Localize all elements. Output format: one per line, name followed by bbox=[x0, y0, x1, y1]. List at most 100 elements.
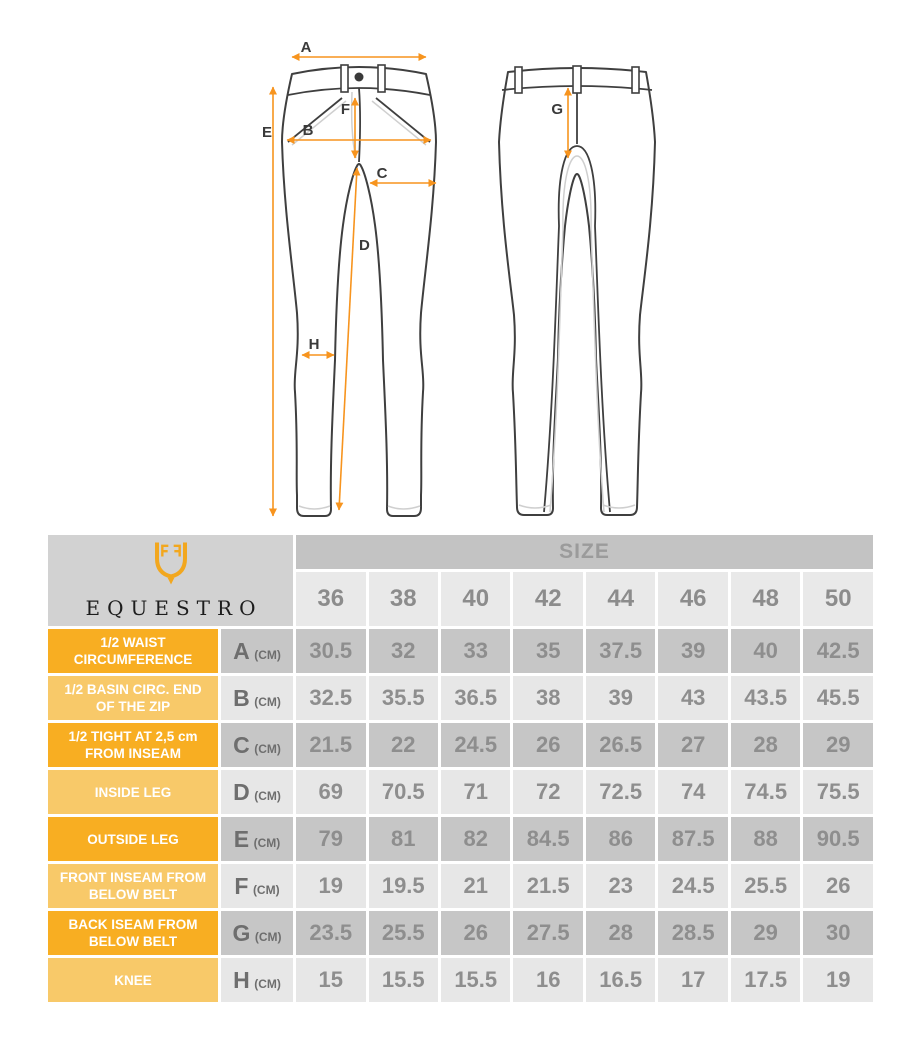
right-pocket-seam bbox=[375, 97, 431, 143]
table-row: 1/2 TIGHT AT 2,5 cm FROM INSEAM C (cm) 21.… bbox=[48, 723, 873, 767]
row-letter-cell: H (cm) bbox=[221, 958, 294, 1002]
row-letter-cell: G (cm) bbox=[221, 911, 294, 955]
measure-label-G: G bbox=[551, 101, 563, 118]
row-letter-cell: B (cm) bbox=[221, 676, 294, 720]
row-label: OUTSIDE LEG bbox=[48, 817, 218, 861]
left-pocket-seam bbox=[287, 97, 343, 143]
back-silhouette bbox=[498, 67, 656, 516]
row-letter-cell: F (cm) bbox=[221, 864, 294, 908]
size-table: EQUESTRO SIZE 36 38 40 42 44 46 48 50 1/2 WAIST… bbox=[45, 532, 876, 1005]
size-header: SIZE bbox=[296, 535, 873, 569]
measure-letter: G bbox=[232, 919, 251, 946]
value-cell: 15 bbox=[296, 958, 366, 1002]
value-cell: 29 bbox=[730, 911, 801, 955]
value-cell: 24.5 bbox=[440, 723, 511, 767]
size-column-header: 42 bbox=[513, 572, 583, 626]
row-label: 1/2 TIGHT AT 2,5 cm FROM INSEAM bbox=[48, 723, 218, 767]
value-cell: 21 bbox=[440, 864, 511, 908]
value-cell: 39 bbox=[658, 629, 728, 673]
belt-loop bbox=[514, 66, 523, 94]
measure-unit: (cm) bbox=[254, 929, 282, 944]
value-cell: 74.5 bbox=[730, 770, 801, 814]
value-cell: 87.5 bbox=[658, 817, 728, 861]
row-label: KNEE bbox=[48, 958, 218, 1002]
value-cell: 17.5 bbox=[730, 958, 801, 1002]
value-cell: 28 bbox=[585, 911, 656, 955]
measure-letter: E bbox=[233, 825, 250, 852]
measure-label-E: E bbox=[262, 124, 272, 141]
value-cell: 33 bbox=[440, 629, 511, 673]
row-label: FRONT INSEAM FROM BELOW BELT bbox=[48, 864, 218, 908]
size-column-header: 44 bbox=[585, 572, 656, 626]
value-cell: 45.5 bbox=[803, 676, 873, 720]
measure-letter: F bbox=[234, 872, 249, 899]
equestro-shield-icon bbox=[154, 542, 187, 585]
back-hem-stitch bbox=[518, 504, 636, 509]
value-cell: 72 bbox=[513, 770, 583, 814]
value-cell: 21.5 bbox=[296, 723, 366, 767]
measure-label-H: H bbox=[309, 336, 320, 353]
value-cell: 19.5 bbox=[368, 864, 438, 908]
value-cell: 82 bbox=[440, 817, 511, 861]
table-row: FRONT INSEAM FROM BELOW BELT F (cm) 19 19.5… bbox=[48, 864, 873, 908]
value-cell: 90.5 bbox=[803, 817, 873, 861]
value-cell: 26.5 bbox=[585, 723, 656, 767]
value-cell: 40 bbox=[730, 629, 801, 673]
pants-diagram: A E B F C D H G bbox=[262, 39, 656, 517]
waist-button bbox=[354, 72, 364, 82]
value-cell: 32.5 bbox=[296, 676, 366, 720]
row-letter-cell: A (cm) bbox=[221, 629, 294, 673]
row-label: 1/2 BASIN CIRC. END OF THE ZIP bbox=[48, 676, 218, 720]
value-cell: 26 bbox=[440, 911, 511, 955]
value-cell: 32 bbox=[368, 629, 438, 673]
value-cell: 42.5 bbox=[803, 629, 873, 673]
table-header-row: EQUESTRO SIZE bbox=[48, 535, 873, 626]
front-hem-stitch bbox=[298, 505, 421, 510]
value-cell: 71 bbox=[440, 770, 511, 814]
seat-stitch-line bbox=[549, 155, 605, 513]
value-cell: 69 bbox=[296, 770, 366, 814]
measure-unit: (cm) bbox=[254, 788, 281, 803]
value-cell: 43 bbox=[658, 676, 728, 720]
measure-label-B: B bbox=[303, 122, 314, 139]
value-cell: 36.5 bbox=[440, 676, 511, 720]
value-cell: 35.5 bbox=[368, 676, 438, 720]
back-view-drawing bbox=[498, 65, 656, 516]
measure-letter: B bbox=[233, 684, 250, 711]
value-cell: 30 bbox=[803, 911, 873, 955]
size-column-header: 40 bbox=[440, 572, 511, 626]
brand-logo-cell: EQUESTRO bbox=[48, 535, 294, 626]
value-cell: 27 bbox=[658, 723, 728, 767]
measure-unit: (cm) bbox=[254, 976, 281, 991]
size-column-header: 48 bbox=[730, 572, 801, 626]
measure-letter: H bbox=[233, 966, 250, 993]
row-letter-cell: E (cm) bbox=[221, 817, 294, 861]
value-cell: 26 bbox=[803, 864, 873, 908]
table-row: INSIDE LEG D (cm) 69 70.5 71 72 72.5 74 74.5 75.5 bbox=[48, 770, 873, 814]
measure-unit: (cm) bbox=[254, 741, 281, 756]
value-cell: 15.5 bbox=[440, 958, 511, 1002]
measure-unit: (cm) bbox=[252, 882, 280, 897]
value-cell: 81 bbox=[368, 817, 438, 861]
row-letter-cell: C (cm) bbox=[221, 723, 294, 767]
value-cell: 27.5 bbox=[513, 911, 583, 955]
measure-unit: (cm) bbox=[254, 694, 281, 709]
value-cell: 23 bbox=[585, 864, 656, 908]
value-cell: 19 bbox=[803, 958, 873, 1002]
value-cell: 79 bbox=[296, 817, 366, 861]
row-letter-cell: D (cm) bbox=[221, 770, 294, 814]
value-cell: 28 bbox=[730, 723, 801, 767]
measure-unit: (cm) bbox=[253, 835, 281, 850]
measure-label-C: C bbox=[377, 165, 388, 182]
size-column-header: 46 bbox=[658, 572, 728, 626]
value-cell: 72.5 bbox=[585, 770, 656, 814]
size-column-header: 36 bbox=[296, 572, 366, 626]
row-label: 1/2 WAIST CIRCUMFERENCE bbox=[48, 629, 218, 673]
measure-label-F: F bbox=[341, 101, 350, 118]
size-column-header: 50 bbox=[803, 572, 873, 626]
value-cell: 75.5 bbox=[803, 770, 873, 814]
arrow-D bbox=[335, 167, 361, 511]
measure-letter: C bbox=[233, 731, 250, 758]
belt-loop bbox=[572, 65, 582, 94]
